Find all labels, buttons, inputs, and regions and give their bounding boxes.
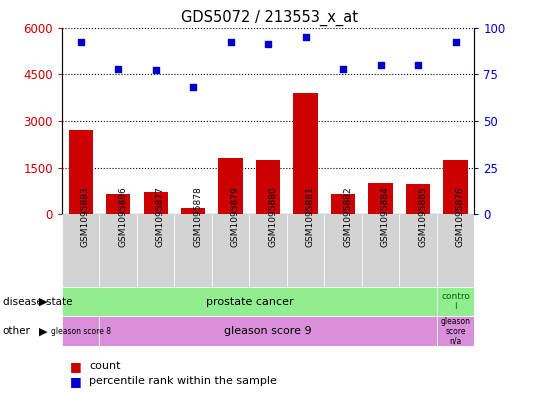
Point [339,65,348,72]
Point [414,62,423,68]
Point [264,41,273,48]
Bar [100,316,437,346]
Bar [143,193,168,214]
Point [301,34,310,40]
Text: GSM1095882: GSM1095882 [343,186,352,247]
Bar [437,316,474,346]
Point [376,62,385,68]
Bar [324,214,362,287]
Bar [406,184,430,214]
Bar [212,214,250,287]
Bar [444,160,468,214]
Bar [256,160,280,214]
Text: contro
l: contro l [441,292,470,311]
Text: GSM1095886: GSM1095886 [118,186,127,247]
Text: ▶: ▶ [39,326,47,336]
Bar [106,194,130,214]
Bar [175,214,212,287]
Point [151,67,160,73]
Text: GSM1095880: GSM1095880 [268,186,277,247]
Text: prostate cancer: prostate cancer [205,297,293,307]
Bar [399,214,437,287]
Point [77,39,85,46]
Bar [437,214,474,287]
Bar [369,183,393,214]
Text: disease state: disease state [3,297,72,307]
Text: GSM1095883: GSM1095883 [81,186,89,247]
Bar [218,158,243,214]
Text: gleason
score
n/a: gleason score n/a [440,317,471,345]
Text: GSM1095881: GSM1095881 [306,186,315,247]
Text: GSM1095877: GSM1095877 [156,186,165,247]
Text: GSM1095878: GSM1095878 [193,186,202,247]
Text: GSM1095885: GSM1095885 [418,186,427,247]
Bar [331,194,355,214]
Bar [100,214,137,287]
Text: ▶: ▶ [39,297,47,307]
Bar [287,214,324,287]
Text: GSM1095876: GSM1095876 [455,186,465,247]
Point [114,65,122,72]
Text: ■: ■ [70,375,82,388]
Point [451,39,460,46]
Bar [250,214,287,287]
Bar [62,214,100,287]
Text: GSM1095884: GSM1095884 [381,186,390,247]
Bar [181,208,205,214]
Text: GSM1095879: GSM1095879 [231,186,240,247]
Bar [293,93,318,214]
Point [189,84,197,90]
Text: GDS5072 / 213553_x_at: GDS5072 / 213553_x_at [181,10,358,26]
Text: other: other [3,326,31,336]
Text: count: count [89,361,120,371]
Point [226,39,235,46]
Bar [437,287,474,316]
Bar [137,214,175,287]
Text: percentile rank within the sample: percentile rank within the sample [89,376,277,386]
Text: ■: ■ [70,360,82,373]
Bar [68,130,93,214]
Text: gleason score 8: gleason score 8 [51,327,110,336]
Text: gleason score 9: gleason score 9 [224,326,312,336]
Bar [362,214,399,287]
Bar [62,316,100,346]
